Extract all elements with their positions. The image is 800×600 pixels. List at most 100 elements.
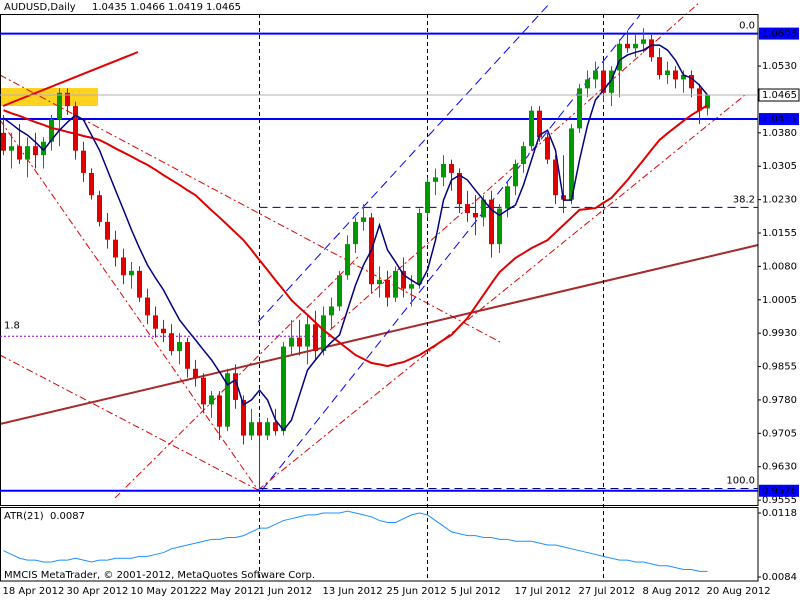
candle-body (153, 315, 158, 329)
candle-body (89, 172, 94, 196)
candle-body (633, 43, 638, 49)
y-tick-label: 0.9555 (762, 495, 797, 506)
fib-label: 100.0 (726, 476, 755, 487)
candle-body (313, 324, 318, 351)
moving-average (3, 44, 709, 432)
candle-body (497, 208, 502, 245)
candles (1, 28, 710, 489)
candle-body (9, 146, 14, 151)
candle-body (601, 70, 606, 93)
header-open: 1.0435 (92, 2, 127, 13)
candle-body (585, 79, 590, 89)
channel-line (0, 354, 259, 491)
x-tick-label: 27 Jul 2012 (579, 586, 636, 597)
y-tick-label: 1.0005 (762, 295, 797, 306)
x-tick-label: 17 Jul 2012 (515, 586, 572, 597)
indicator-title: ATR(21) (4, 511, 44, 522)
candle-body (289, 337, 294, 347)
candle-body (329, 306, 334, 316)
annotation-label: 1.8 (4, 320, 20, 331)
candle-body (145, 297, 150, 316)
candle-body (257, 422, 262, 436)
candle-body (25, 146, 30, 160)
y-tick-label: 1.0305 (762, 161, 797, 172)
x-tick-label: 13 Jun 2012 (323, 586, 383, 597)
chart-title: AUDUSD,Daily (4, 2, 76, 13)
candle-body (401, 270, 406, 289)
fib-label: 38.2 (733, 194, 755, 205)
candle-body (281, 346, 286, 432)
candle-body (641, 39, 646, 44)
x-tick-label: 1 Jun 2012 (259, 586, 313, 597)
level-label-box (759, 27, 799, 40)
channel-line (0, 119, 259, 491)
candle-body (1, 132, 6, 151)
x-tick-label: 22 May 2012 (195, 586, 260, 597)
candle-body (409, 284, 414, 289)
level-label-box (759, 113, 799, 126)
x-tick-label: 5 Jul 2012 (451, 586, 501, 597)
price-panel-frame (0, 14, 759, 506)
candle-body (65, 92, 70, 107)
candle-body (81, 150, 86, 173)
candle-body (321, 315, 326, 351)
candle-body (97, 195, 102, 222)
candle-body (537, 110, 542, 138)
candle-body (113, 239, 118, 258)
x-tick-label: 10 May 2012 (131, 586, 196, 597)
candle-body (433, 177, 438, 182)
level-label: 1.0411 (762, 114, 797, 125)
candle-body (337, 275, 342, 307)
channel-line (114, 254, 361, 499)
candle-body (169, 333, 174, 351)
candle-body (689, 74, 694, 89)
candle-body (657, 57, 662, 75)
candle-body (305, 324, 310, 347)
candle-body (129, 270, 134, 276)
trend-line (0, 244, 759, 425)
candle-body (505, 186, 510, 209)
candle-body (649, 39, 654, 58)
level-label-box (759, 484, 799, 497)
header-high: 1.0466 (130, 2, 165, 13)
candle-body (209, 395, 214, 405)
candle-body (545, 137, 550, 160)
header-close: 1.0465 (206, 2, 241, 13)
level-label: 0.9576 (762, 486, 797, 497)
x-tick-label: 25 Jun 2012 (387, 586, 447, 597)
candle-body (489, 199, 494, 245)
candle-body (665, 70, 670, 75)
candle-body (105, 221, 110, 240)
candle-body (681, 74, 686, 80)
candle-body (353, 221, 358, 245)
candle-body (249, 422, 254, 436)
price-label: 1.0465 (762, 90, 797, 101)
candle-body (465, 204, 470, 213)
candle-body (345, 244, 350, 276)
candle-body (449, 164, 454, 173)
candle-body (569, 128, 574, 200)
candle-body (265, 422, 270, 436)
candle-body (513, 164, 518, 187)
candle-body (241, 399, 246, 436)
candle-body (593, 70, 598, 80)
fib-label: 0.0 (739, 21, 755, 32)
candle-body (137, 270, 142, 298)
candle-body (361, 217, 366, 222)
y-tick-label: 1.0530 (762, 61, 797, 72)
y-tick-label: 0.9780 (762, 395, 797, 406)
x-tick-label: 8 Aug 2012 (643, 586, 701, 597)
moving-average (3, 104, 709, 368)
candle-body (57, 92, 62, 120)
y-tick-label: 1.0080 (762, 261, 797, 272)
x-tick-label: 20 Aug 2012 (707, 586, 771, 597)
price-label-box (758, 88, 800, 102)
candle-body (201, 377, 206, 405)
candle-body (41, 141, 46, 156)
candle-body (385, 279, 390, 298)
candle-body (217, 395, 222, 427)
candle-body (297, 337, 302, 347)
candle-body (673, 70, 678, 80)
